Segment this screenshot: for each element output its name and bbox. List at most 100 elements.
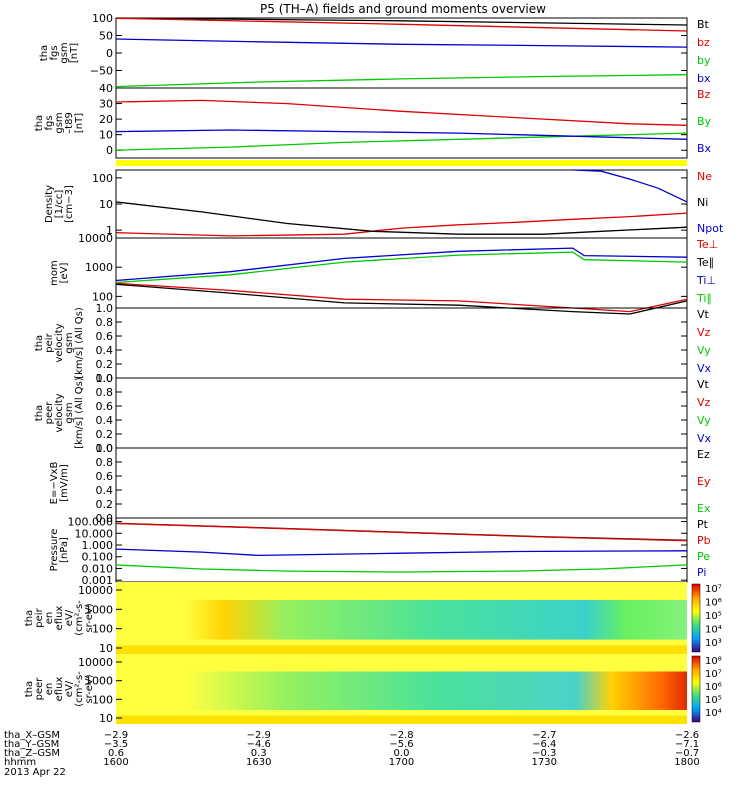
y-tick-label: 1000 bbox=[85, 603, 113, 616]
y-axis-label: [cm−3] bbox=[64, 185, 75, 223]
spectrogram-core bbox=[184, 600, 687, 640]
series-Ti⊥ bbox=[115, 247, 688, 282]
y-axis-label: velocity bbox=[54, 393, 65, 432]
colorbar-tick: 10⁵ bbox=[705, 611, 722, 622]
x-axis-labels: tha_X–GSM −2.9 −2.9 −2.8 −2.7 −2.6 tha_Y–GSM −3… bbox=[4, 730, 700, 778]
series-Ti∥ bbox=[115, 251, 688, 284]
y-axis-label: tha bbox=[34, 335, 45, 351]
y-axis-label: tha bbox=[34, 405, 45, 421]
x-tick-label: −2.9 bbox=[104, 730, 128, 741]
panel-density: 100 10 1 Ne Ni Npot Density [1/cc] [cm−3] bbox=[44, 169, 724, 239]
legend-entry: Vz bbox=[697, 396, 711, 409]
y-axis-label: [km/s] (All Qs) bbox=[74, 307, 85, 379]
x-tick-label: −2.9 bbox=[247, 730, 271, 741]
x-row-label: tha_Z–GSM bbox=[4, 748, 60, 759]
y-tick-label: 10 bbox=[99, 712, 113, 725]
legend-entry: Vz bbox=[697, 326, 711, 339]
legend-entry: Ne bbox=[697, 170, 712, 183]
y-tick-label: 10 bbox=[99, 642, 113, 655]
y-tick-label: 0.4 bbox=[96, 344, 114, 357]
panel-peir-spectrogram: 10⁷ 10⁶ 10⁵ 10⁴ 10³ 10000 1000 100 10 tha peir en ef… bbox=[24, 582, 722, 655]
y-tick-label: 1000 bbox=[85, 675, 113, 688]
legend-entry: Ni bbox=[697, 196, 708, 209]
colorbar-tick: 10⁷ bbox=[705, 669, 722, 680]
x-tick-label: −2.6 bbox=[675, 730, 699, 741]
y-tick-label: 1 bbox=[106, 224, 113, 237]
y-axis-label: gsm bbox=[64, 332, 75, 353]
y-tick-label: 30 bbox=[99, 98, 113, 111]
y-tick-label: 0.2 bbox=[96, 498, 114, 511]
legend-entry: Te∥ bbox=[696, 256, 714, 269]
y-axis-label: [mV/m] bbox=[59, 464, 70, 502]
y-tick-label: 0 bbox=[106, 144, 113, 157]
legend-entry: By bbox=[697, 115, 712, 128]
y-tick-label: 10000 bbox=[78, 656, 113, 669]
y-tick-label: 1.0 bbox=[96, 302, 114, 315]
legend-entry: Vt bbox=[697, 308, 710, 321]
y-tick-label: 100 bbox=[92, 693, 113, 706]
series-Bt bbox=[115, 17, 688, 26]
x-row-label: tha_Y–GSM bbox=[4, 739, 59, 750]
y-axis-label: sr-eV) bbox=[84, 674, 95, 703]
y-tick-label: 100 bbox=[92, 290, 113, 303]
y-axis-label: gsm bbox=[59, 42, 70, 63]
legend-entry: Vy bbox=[697, 414, 711, 427]
plot-frame bbox=[115, 87, 688, 159]
spectrogram-low-band bbox=[116, 645, 687, 654]
legend-entry: Te⊥ bbox=[696, 238, 718, 251]
colorbar-tick: 10⁵ bbox=[705, 695, 722, 706]
panel-fgs: 100 50 0 −50 Bt bz by bx tha fgs gsm [nT] bbox=[39, 12, 711, 89]
x-tick-label: −7.1 bbox=[675, 739, 699, 750]
x-tick-label: −6.4 bbox=[532, 739, 556, 750]
y-axis-label: en bbox=[44, 612, 55, 625]
y-axis-label: tha bbox=[24, 610, 35, 626]
y-tick-label: 0.100 bbox=[82, 551, 114, 564]
y-tick-label: 0 bbox=[106, 47, 113, 60]
legend-entry: Pe bbox=[697, 550, 710, 563]
legend-entry: Pi bbox=[697, 566, 706, 579]
series-Te∥ bbox=[115, 283, 688, 315]
y-axis-label: peer bbox=[44, 401, 55, 425]
spectrogram-low-band bbox=[116, 715, 687, 724]
y-axis-label: gsm bbox=[64, 402, 75, 423]
series-Bz bbox=[115, 99, 688, 126]
legend-entry: Vy bbox=[697, 344, 711, 357]
y-tick-label: 10000 bbox=[78, 584, 113, 597]
y-axis-label: eflux bbox=[54, 606, 65, 631]
y-axis-label: (cm²-s- bbox=[74, 671, 85, 707]
y-axis-label: eV/ bbox=[64, 680, 75, 697]
series-Ne bbox=[115, 212, 688, 237]
y-tick-label: 1.000 bbox=[82, 539, 114, 552]
legend-entry: Bt bbox=[697, 18, 710, 31]
colorbar-tick: 10³ bbox=[705, 638, 722, 649]
y-axis-label: tha bbox=[39, 45, 50, 61]
y-axis-label: Pressure bbox=[49, 529, 60, 572]
legend-entry: Pb bbox=[697, 534, 711, 547]
legend-entry: Vx bbox=[697, 362, 712, 375]
series-Npot bbox=[572, 169, 688, 203]
y-axis-label: peir bbox=[44, 332, 55, 352]
x-tick-label: −3.5 bbox=[104, 739, 128, 750]
y-tick-label: 100 bbox=[92, 623, 113, 636]
legend-entry: Ti⊥ bbox=[696, 274, 716, 287]
y-tick-label: 0.0 bbox=[96, 512, 114, 525]
y-axis-label: [nT] bbox=[74, 113, 85, 133]
series-By bbox=[115, 132, 688, 151]
x-tick-label: 1630 bbox=[246, 757, 271, 768]
series-Ni bbox=[115, 201, 688, 235]
date-label: 2013 Apr 22 bbox=[4, 767, 66, 778]
colorbar-tick: 10⁴ bbox=[705, 708, 722, 719]
x-tick-label: 1600 bbox=[103, 757, 128, 768]
y-tick-label: 20 bbox=[99, 113, 113, 126]
y-tick-label: 100.000 bbox=[68, 516, 114, 529]
spectrogram-core bbox=[184, 671, 687, 710]
panel-t89: 40 30 20 10 0 Bz By Bx tha fgs gsm –t89 [nT] bbox=[34, 82, 712, 159]
y-axis-label: eV/ bbox=[64, 609, 75, 626]
plot-frame bbox=[115, 237, 688, 309]
y-axis-label: peir bbox=[34, 607, 45, 627]
x-tick-label: −0.7 bbox=[675, 748, 699, 759]
y-axis-label: [km/s] (All Qs) bbox=[74, 377, 85, 449]
y-tick-label: 0.0 bbox=[96, 372, 114, 385]
